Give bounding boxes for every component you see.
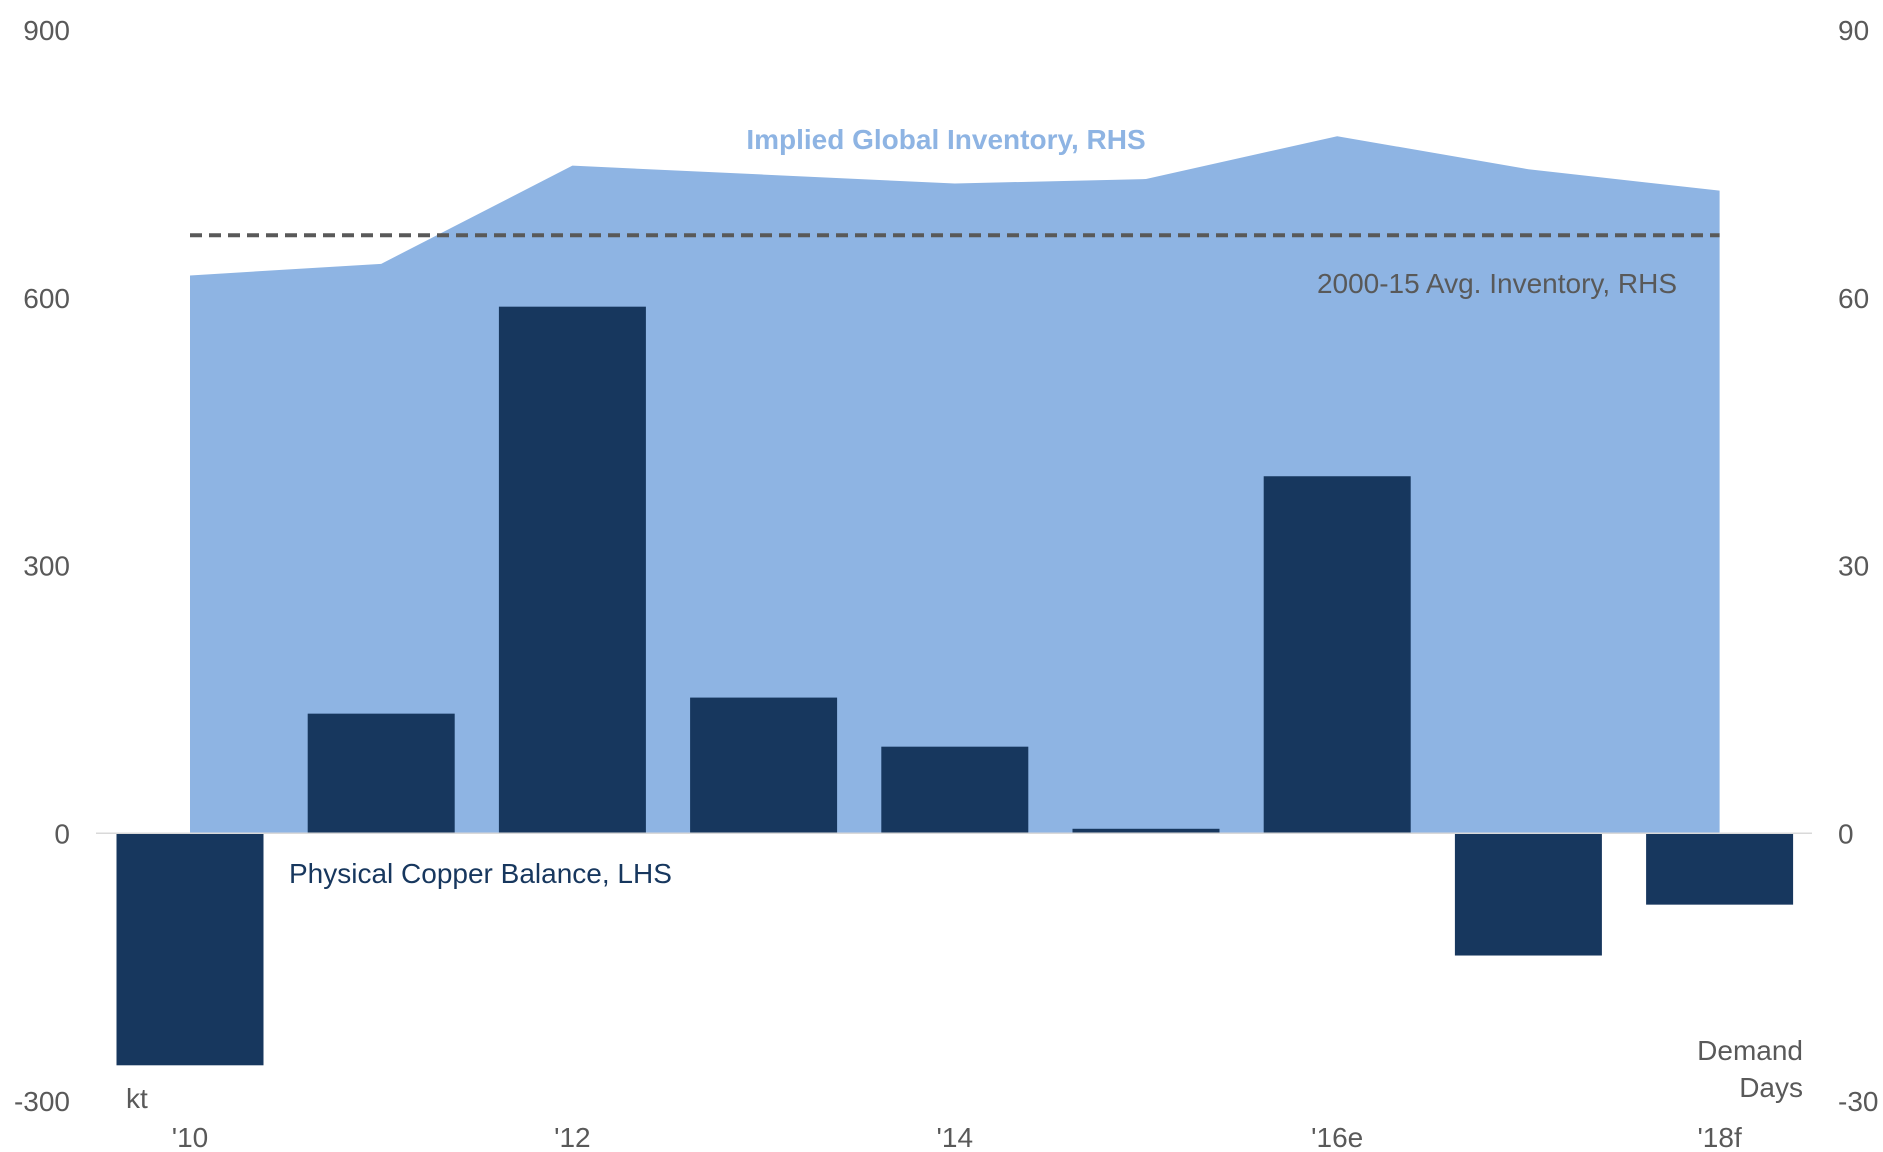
right-tick-label: 0 <box>1838 818 1854 849</box>
right-tick-label: 30 <box>1838 551 1869 582</box>
right-tick-label: 60 <box>1838 283 1869 314</box>
left-axis-unit: kt <box>126 1083 148 1114</box>
x-tick-label: '18f <box>1697 1122 1741 1152</box>
balance-bar-2017 <box>1454 833 1602 956</box>
left-tick-label: 0 <box>54 818 70 849</box>
x-tick-label: '12 <box>554 1122 591 1152</box>
balance-bar-2010 <box>116 833 264 1066</box>
balance-bar-2014 <box>881 746 1029 834</box>
balance-bar-2012 <box>498 306 646 834</box>
balance-bar-2018f <box>1646 833 1794 905</box>
left-tick-label: 900 <box>23 15 70 46</box>
left-tick-label: -300 <box>14 1086 70 1117</box>
inventory-series-label: Implied Global Inventory, RHS <box>746 124 1145 155</box>
bar-layer <box>116 306 1794 1066</box>
balance-bar-2015 <box>1072 828 1220 834</box>
x-tick-label: '16e <box>1311 1122 1363 1152</box>
x-tick-label: '10 <box>172 1122 209 1152</box>
right-tick-label: 90 <box>1838 15 1869 46</box>
right-tick-label: -30 <box>1838 1086 1878 1117</box>
balance-bar-2013 <box>690 697 838 834</box>
right-axis-unit-line-2: Days <box>1739 1072 1803 1103</box>
left-tick-label: 600 <box>23 283 70 314</box>
average-line-label: 2000-15 Avg. Inventory, RHS <box>1317 268 1677 299</box>
x-tick-label: '14 <box>937 1122 974 1152</box>
balance-series-label: Physical Copper Balance, LHS <box>289 858 672 889</box>
balance-bar-2016e <box>1263 476 1411 834</box>
balance-bar-2011 <box>307 713 455 834</box>
left-tick-label: 300 <box>23 551 70 582</box>
right-axis-unit-line-1: Demand <box>1697 1035 1803 1066</box>
